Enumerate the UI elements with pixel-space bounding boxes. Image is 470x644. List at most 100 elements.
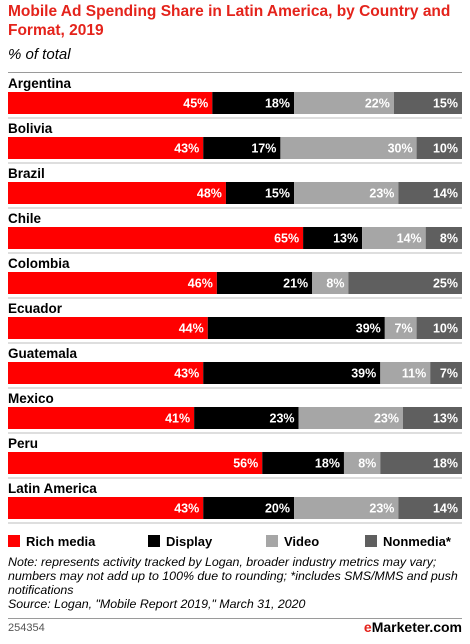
bar-label-nonmedia-guatemala: 7% — [440, 367, 458, 381]
bar-label-video-brazil: 23% — [369, 187, 394, 201]
brand-suffix: .com — [429, 619, 462, 635]
chart-id: 254354 — [8, 622, 45, 634]
bar-rich-media-chile — [8, 227, 304, 249]
legend-swatch-display — [148, 535, 160, 547]
bar-label-nonmedia-mexico: 13% — [433, 412, 458, 426]
bar-label-display-colombia: 21% — [283, 277, 308, 291]
bar-video-brazil — [294, 182, 399, 204]
bar-display-chile — [303, 227, 363, 249]
bar-label-nonmedia-brazil: 14% — [433, 187, 458, 201]
bar-display-mexico — [194, 407, 299, 429]
bar-label-video-colombia: 8% — [326, 277, 344, 291]
legend-label-video: Video — [284, 533, 320, 549]
legend-item-display: Display — [148, 532, 212, 550]
category-label-ecuador: Ecuador — [8, 301, 63, 316]
bar-label-video-mexico: 23% — [374, 412, 399, 426]
bar-label-video-bolivia: 30% — [388, 142, 413, 156]
bar-rich-media-colombia — [8, 272, 217, 294]
bar-label-video-latin-america: 23% — [369, 502, 394, 516]
bar-label-rich-media-bolivia: 43% — [174, 142, 199, 156]
legend-swatch-rich-media — [8, 535, 20, 547]
chart-note: Note: represents activity tracked by Log… — [8, 555, 464, 611]
bar-label-rich-media-peru: 56% — [233, 457, 258, 471]
bar-video-latin-america — [294, 497, 399, 519]
legend-item-video: Video — [266, 532, 319, 550]
bar-rich-media-guatemala — [8, 362, 204, 384]
category-label-brazil: Brazil — [8, 166, 45, 181]
stacked-bar-chart: Argentina 45% 18% 22% 15% Bolivia 43% 17% 30% 10%… — [8, 76, 462, 524]
brand-name: Marketer — [371, 619, 430, 635]
legend-swatch-video — [266, 535, 278, 547]
legend-item-nonmedia: Nonmedia* — [365, 532, 451, 550]
bar-label-rich-media-chile: 65% — [274, 232, 299, 246]
bar-label-rich-media-latin-america: 43% — [174, 502, 199, 516]
bar-nonmedia-brazil — [398, 182, 462, 204]
bar-label-rich-media-ecuador: 44% — [179, 322, 204, 336]
category-label-guatemala: Guatemala — [8, 346, 78, 361]
emarketer-logo[interactable]: eMarketer.com — [364, 619, 462, 635]
bar-video-ecuador — [384, 317, 417, 339]
bar-display-guatemala — [203, 362, 381, 384]
bar-display-bolivia — [203, 137, 281, 159]
bar-nonmedia-latin-america — [398, 497, 462, 519]
bar-video-bolivia — [280, 137, 417, 159]
legend-item-rich-media: Rich media — [8, 532, 95, 550]
category-label-mexico: Mexico — [8, 391, 54, 406]
bar-rich-media-argentina — [8, 92, 213, 114]
legend-swatch-nonmedia — [365, 535, 377, 547]
bar-label-rich-media-brazil: 48% — [197, 187, 222, 201]
bar-nonmedia-bolivia — [416, 137, 462, 159]
footer-divider — [8, 618, 462, 619]
legend-label-display: Display — [166, 533, 213, 549]
note-text: Note: represents activity tracked by Log… — [8, 555, 458, 597]
category-label-bolivia: Bolivia — [8, 121, 53, 136]
bar-label-display-ecuador: 39% — [356, 322, 381, 336]
bar-label-video-chile: 14% — [397, 232, 422, 246]
bar-label-display-latin-america: 20% — [265, 502, 290, 516]
chart-subtitle: % of total — [8, 46, 71, 63]
bar-rich-media-mexico — [8, 407, 195, 429]
bar-rich-media-peru — [8, 452, 263, 474]
bar-label-rich-media-argentina: 45% — [183, 97, 208, 111]
title-divider — [8, 72, 462, 73]
bar-display-argentina — [212, 92, 295, 114]
bar-label-nonmedia-chile: 8% — [440, 232, 458, 246]
bar-label-nonmedia-bolivia: 10% — [433, 142, 458, 156]
bar-label-display-bolivia: 17% — [251, 142, 276, 156]
bar-label-nonmedia-latin-america: 14% — [433, 502, 458, 516]
chart-title: Mobile Ad Spending Share in Latin Americ… — [8, 3, 451, 39]
bar-nonmedia-mexico — [402, 407, 462, 429]
bar-video-mexico — [298, 407, 403, 429]
bar-display-ecuador — [207, 317, 385, 339]
bar-label-rich-media-mexico: 41% — [165, 412, 190, 426]
bar-video-chile — [362, 227, 426, 249]
category-label-latin-america: Latin America — [8, 481, 97, 496]
bar-rich-media-latin-america — [8, 497, 204, 519]
bar-label-nonmedia-peru: 18% — [433, 457, 458, 471]
bar-nonmedia-argentina — [393, 92, 462, 114]
brand-prefix: e — [363, 619, 372, 635]
chart-legend: Rich media Display Video Nonmedia* — [8, 532, 468, 550]
bar-nonmedia-guatemala — [430, 362, 462, 384]
bar-video-peru — [343, 452, 381, 474]
bar-nonmedia-peru — [380, 452, 462, 474]
bar-display-latin-america — [203, 497, 295, 519]
bar-label-display-brazil: 15% — [265, 187, 290, 201]
bar-label-rich-media-colombia: 46% — [188, 277, 213, 291]
bar-display-brazil — [225, 182, 295, 204]
bar-video-argentina — [294, 92, 394, 114]
legend-label-nonmedia: Nonmedia* — [383, 533, 451, 549]
bar-label-nonmedia-ecuador: 10% — [433, 322, 458, 336]
bar-label-nonmedia-argentina: 15% — [433, 97, 458, 111]
bar-label-nonmedia-colombia: 25% — [433, 277, 458, 291]
category-label-chile: Chile — [8, 211, 41, 226]
bar-label-video-guatemala: 11% — [402, 367, 426, 381]
bar-label-display-guatemala: 39% — [351, 367, 376, 381]
bar-label-rich-media-guatemala: 43% — [174, 367, 199, 381]
category-label-colombia: Colombia — [8, 256, 70, 271]
category-label-argentina: Argentina — [8, 76, 71, 91]
bar-video-colombia — [312, 272, 349, 294]
bar-label-display-mexico: 23% — [270, 412, 295, 426]
bar-label-video-ecuador: 7% — [395, 322, 413, 336]
bar-label-video-argentina: 22% — [365, 97, 390, 111]
